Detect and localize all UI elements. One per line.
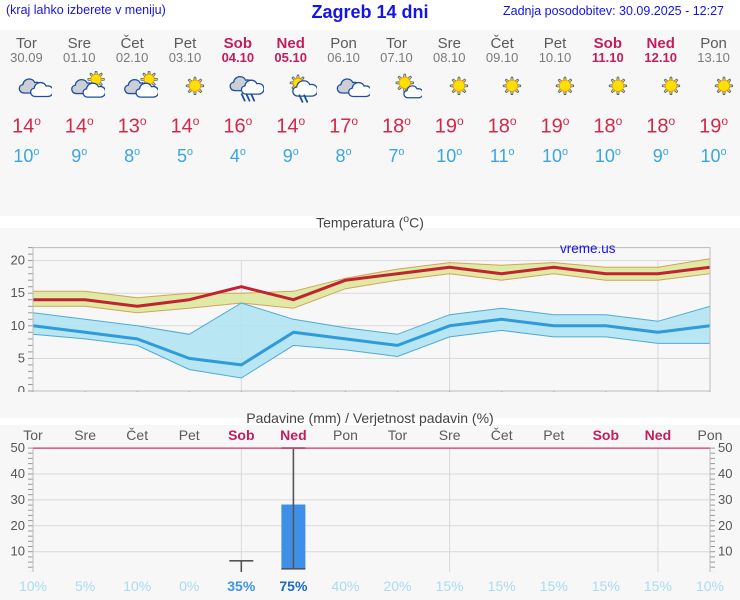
svg-text:50: 50 xyxy=(718,440,732,455)
svg-text:50: 50 xyxy=(11,440,25,455)
svg-text:40: 40 xyxy=(718,466,732,481)
svg-text:10: 10 xyxy=(718,544,732,559)
svg-text:40: 40 xyxy=(11,466,25,481)
svg-text:5: 5 xyxy=(18,350,25,365)
svg-text:10: 10 xyxy=(11,544,25,559)
svg-text:20: 20 xyxy=(718,518,732,533)
svg-text:0: 0 xyxy=(718,570,725,572)
svg-text:20: 20 xyxy=(11,518,25,533)
svg-text:30: 30 xyxy=(11,492,25,507)
svg-text:0: 0 xyxy=(18,570,25,572)
svg-text:vreme.us: vreme.us xyxy=(560,241,616,256)
svg-text:20: 20 xyxy=(11,253,25,268)
svg-text:0: 0 xyxy=(18,383,25,392)
svg-text:30: 30 xyxy=(718,492,732,507)
svg-text:15: 15 xyxy=(11,285,25,300)
svg-text:10: 10 xyxy=(11,318,25,333)
